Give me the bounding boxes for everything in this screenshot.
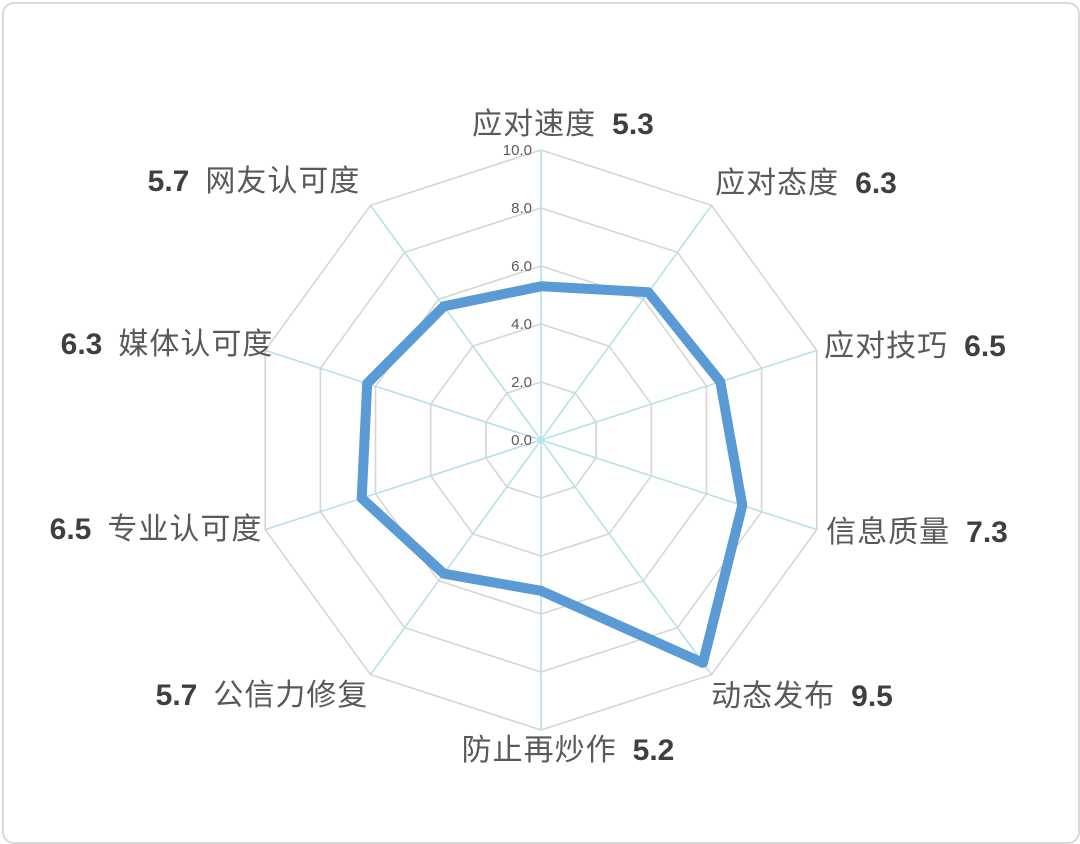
category-label: 应对速度 5.3	[472, 110, 654, 140]
axis-spoke	[369, 439, 542, 676]
radar-chart-svg: 0.0 2.0 4.0 6.0 8.0 10.0	[264, 142, 818, 731]
category-value: 5.3	[612, 108, 654, 141]
axis-spoke	[264, 439, 542, 531]
tick-label: 4.0	[511, 316, 532, 333]
category-name: 应对速度	[472, 108, 597, 141]
category-name: 动态发布	[711, 680, 836, 713]
tick-label: 10.0	[503, 142, 532, 159]
axis-spoke	[369, 204, 542, 441]
category-name: 专业认可度	[107, 513, 263, 546]
radar-chart-area: 0.0 2.0 4.0 6.0 8.0 10.0 应对速度 5.3 应对态度 6.3 应对技巧 6.…	[4, 4, 1078, 842]
axis-spoke	[540, 204, 713, 441]
axis-spokes	[264, 150, 818, 730]
category-value: 6.5	[964, 330, 1006, 363]
category-name: 媒体认可度	[118, 328, 274, 361]
axis-spoke	[264, 349, 542, 441]
category-label: 6.5 专业认可度	[50, 515, 263, 545]
category-label: 信息质量 7.3	[826, 518, 1008, 548]
category-name: 防止再炒作	[461, 734, 617, 767]
category-value: 7.3	[966, 516, 1008, 549]
category-label: 应对态度 6.3	[715, 169, 897, 199]
category-label: 6.3 媒体认可度	[61, 330, 274, 360]
category-value: 6.3	[855, 167, 897, 200]
tick-label: 2.0	[511, 374, 532, 391]
category-name: 公信力修复	[213, 679, 369, 712]
category-value: 6.5	[49, 513, 92, 546]
tick-label: 0.0	[511, 432, 532, 449]
category-label: 5.7 公信力修复	[156, 681, 369, 711]
tick-label: 6.0	[511, 258, 532, 275]
category-value: 5.2	[632, 734, 675, 767]
category-label: 防止再炒作 5.2	[462, 736, 675, 766]
tick-labels: 0.0 2.0 4.0 6.0 8.0 10.0	[503, 142, 532, 449]
category-value: 5.7	[155, 679, 198, 712]
category-value: 5.7	[147, 165, 190, 198]
axis-spoke	[540, 349, 818, 441]
data-series	[356, 281, 748, 668]
series-polygon	[356, 281, 748, 668]
category-name: 网友认可度	[205, 165, 361, 198]
category-name: 信息质量	[826, 516, 951, 549]
category-label: 动态发布 9.5	[711, 682, 893, 712]
category-name: 应对态度	[715, 167, 840, 200]
axis-spoke	[540, 439, 713, 676]
category-name: 应对技巧	[824, 330, 949, 363]
category-label: 5.7 网友认可度	[148, 167, 361, 197]
category-label: 应对技巧 6.5	[824, 332, 1006, 362]
axis-spoke	[540, 439, 818, 531]
category-value: 9.5	[851, 680, 893, 713]
category-value: 6.3	[60, 328, 103, 361]
tick-label: 8.0	[511, 200, 532, 217]
